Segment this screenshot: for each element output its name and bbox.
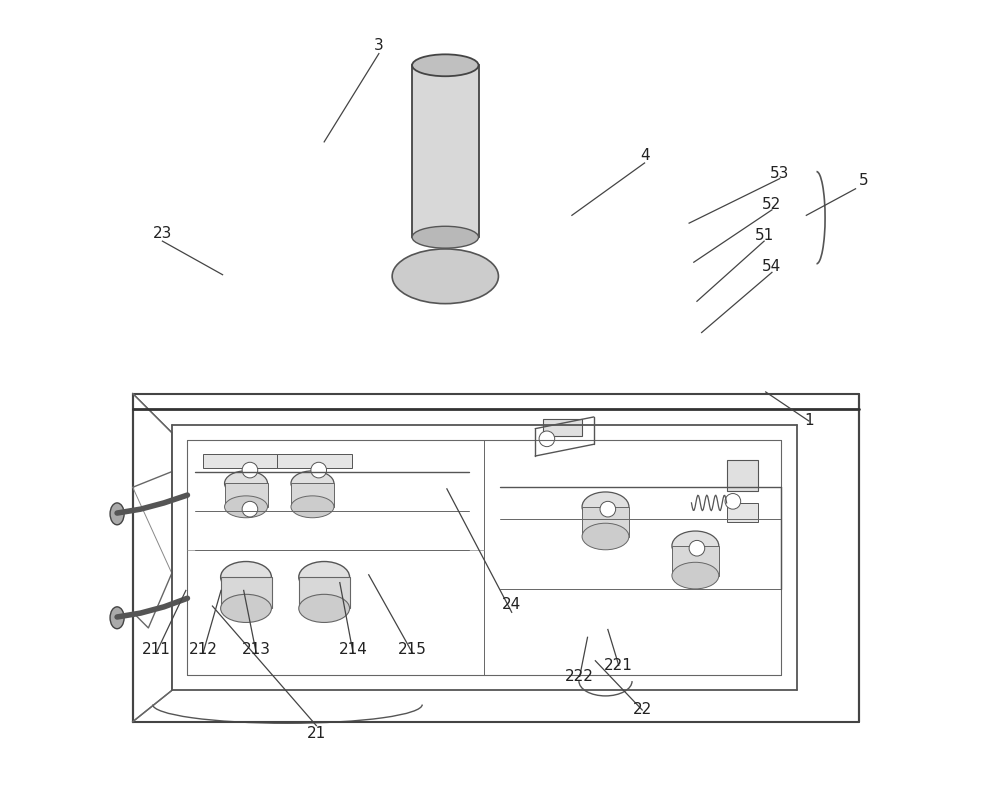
Bar <box>582 507 629 537</box>
Text: 1: 1 <box>804 413 813 428</box>
Circle shape <box>689 541 705 556</box>
Text: 24: 24 <box>502 597 521 612</box>
Text: 54: 54 <box>762 260 782 275</box>
Bar <box>291 483 334 507</box>
Text: 22: 22 <box>633 703 652 718</box>
Text: 51: 51 <box>755 228 774 243</box>
Ellipse shape <box>221 561 271 593</box>
Circle shape <box>539 431 555 447</box>
Ellipse shape <box>225 471 268 496</box>
Ellipse shape <box>412 54 479 76</box>
Text: 215: 215 <box>398 642 427 657</box>
Ellipse shape <box>392 249 498 304</box>
Ellipse shape <box>110 503 124 525</box>
Text: 21: 21 <box>307 726 326 741</box>
Ellipse shape <box>299 561 350 593</box>
Text: 52: 52 <box>762 197 782 212</box>
Ellipse shape <box>412 227 479 248</box>
Text: 4: 4 <box>640 148 649 163</box>
Ellipse shape <box>299 594 350 623</box>
Ellipse shape <box>582 523 629 550</box>
Bar <box>203 453 277 467</box>
Ellipse shape <box>582 492 629 522</box>
Bar <box>277 453 352 467</box>
Ellipse shape <box>672 562 719 589</box>
Bar <box>672 546 719 575</box>
Ellipse shape <box>221 594 271 623</box>
Text: 3: 3 <box>374 39 384 54</box>
Bar <box>299 577 350 608</box>
Ellipse shape <box>291 496 334 518</box>
Text: 5: 5 <box>859 173 868 188</box>
Text: 222: 222 <box>565 669 594 684</box>
Bar <box>543 419 582 437</box>
Circle shape <box>600 501 616 517</box>
Ellipse shape <box>672 531 719 560</box>
Text: 211: 211 <box>142 642 171 657</box>
Bar <box>727 460 758 491</box>
Text: 221: 221 <box>604 658 633 673</box>
Text: 212: 212 <box>189 642 217 657</box>
Ellipse shape <box>225 496 268 518</box>
Circle shape <box>725 493 741 509</box>
Bar <box>727 503 758 523</box>
Text: 23: 23 <box>153 226 172 241</box>
Ellipse shape <box>110 607 124 629</box>
Circle shape <box>311 462 327 478</box>
Bar <box>412 65 479 237</box>
Text: 214: 214 <box>339 642 368 657</box>
Bar <box>225 483 268 507</box>
Circle shape <box>242 501 258 517</box>
Circle shape <box>242 462 258 478</box>
Ellipse shape <box>291 471 334 496</box>
Text: 213: 213 <box>242 642 271 657</box>
Text: 53: 53 <box>770 165 789 181</box>
Bar <box>221 577 272 608</box>
